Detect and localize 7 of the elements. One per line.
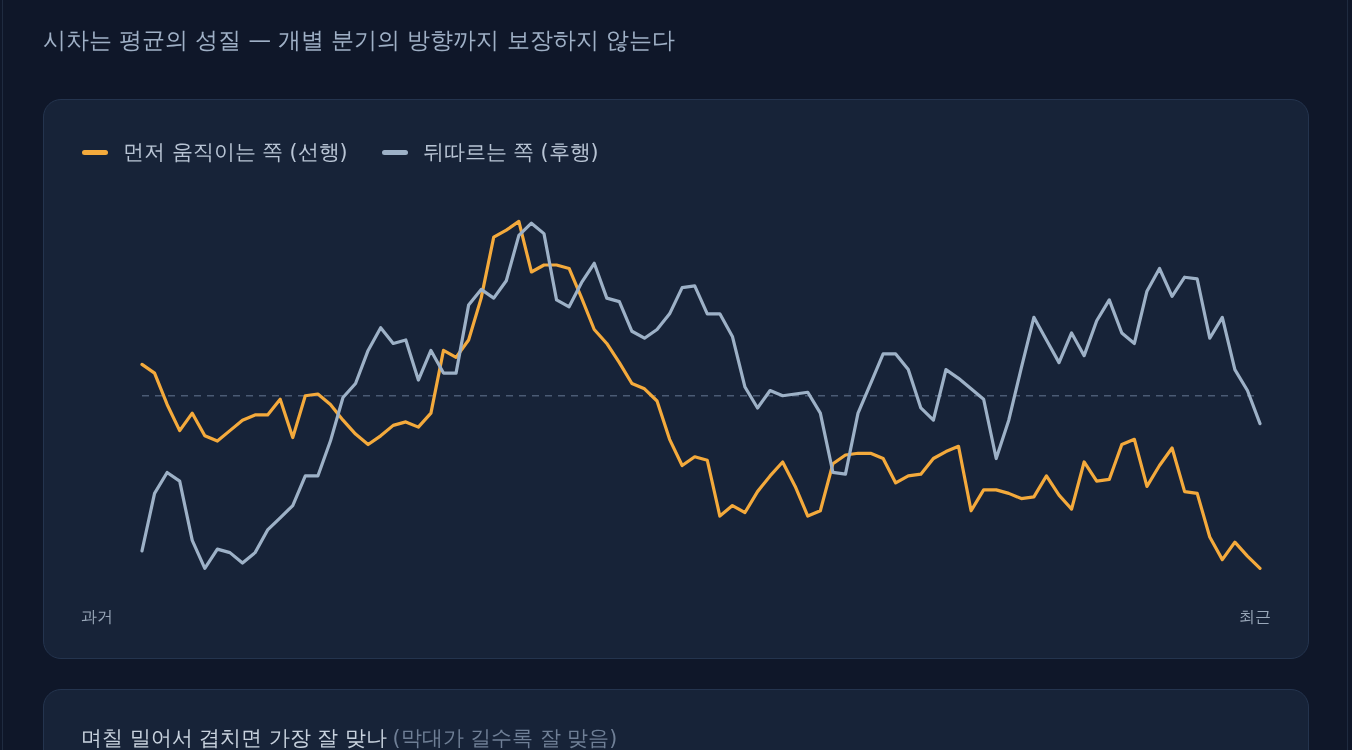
text: 최근: [1239, 607, 1271, 626]
text: 며칠 밀어서 겹치면 가장 잘 맞나: [81, 726, 387, 750]
legend-label: 먼저 움직이는 쪽 (선행): [123, 140, 348, 164]
legend-label: 뒤따르는 쪽 (후행): [422, 140, 599, 164]
text: (막대가 길수록 잘 맞음): [392, 726, 618, 750]
chart-subtitle: 시차는 평균의 성질 — 개별 분기의 방향까지 보장하지 않는다: [43, 27, 675, 53]
text: 과거: [81, 607, 113, 626]
